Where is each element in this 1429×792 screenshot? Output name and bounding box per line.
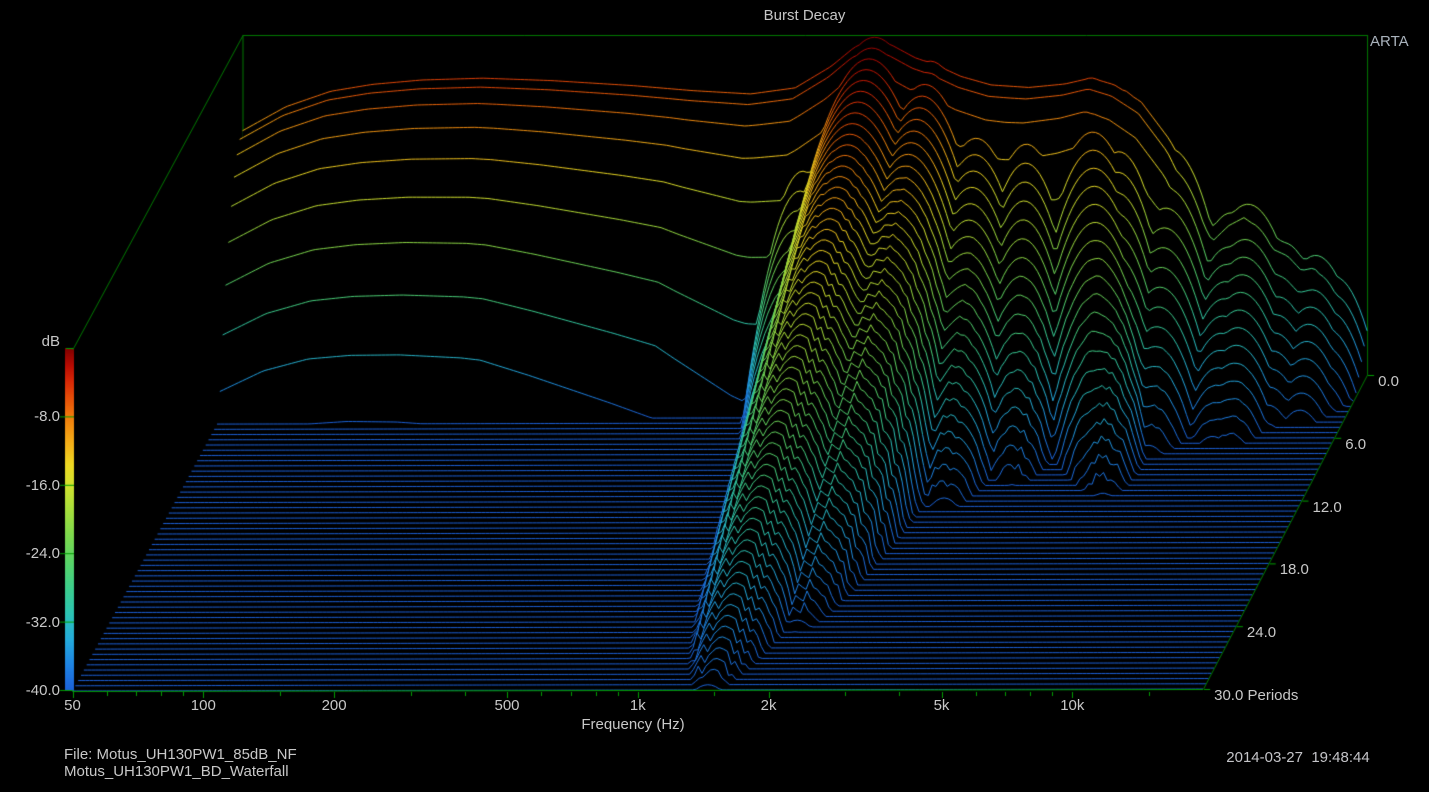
db-tick-label: -8.0 xyxy=(8,408,60,425)
page-title: Burst Decay xyxy=(242,8,1367,24)
db-tick-label: -32.0 xyxy=(8,614,60,631)
status-datetime: 2014-03-27 19:48:44 xyxy=(1168,750,1428,766)
colorbar-db-label: dB xyxy=(14,334,60,350)
freq-tick-label: 500 xyxy=(494,697,519,714)
period-tick-label: 30.0 Periods xyxy=(1214,687,1298,704)
db-tick-label: -40.0 xyxy=(8,682,60,699)
db-tick-label: -24.0 xyxy=(8,545,60,562)
x-axis-title: Frequency (Hz) xyxy=(433,717,833,733)
freq-tick-label: 1k xyxy=(630,697,646,714)
arta-burst-decay-window: Burst Decay ARTA dB Frequency (Hz) -8.0 -… xyxy=(0,0,1429,792)
freq-tick-label: 10k xyxy=(1060,697,1084,714)
db-tick-label: -16.0 xyxy=(8,477,60,494)
freq-tick-label: 200 xyxy=(322,697,347,714)
freq-tick-label: 100 xyxy=(191,697,216,714)
period-tick-label: 12.0 xyxy=(1312,499,1341,516)
freq-tick-label: 50 xyxy=(64,697,81,714)
period-tick-label: 0.0 xyxy=(1378,373,1399,390)
freq-tick-label: 5k xyxy=(934,697,950,714)
status-file-line: File: Motus_UH130PW1_85dB_NF xyxy=(64,747,297,763)
status-name-line: Motus_UH130PW1_BD_Waterfall xyxy=(64,764,289,780)
period-tick-label: 6.0 xyxy=(1345,436,1366,453)
freq-tick-label: 2k xyxy=(761,697,777,714)
period-tick-label: 24.0 xyxy=(1247,624,1276,641)
period-tick-label: 18.0 xyxy=(1280,561,1309,578)
arta-watermark: ARTA xyxy=(1370,32,1385,52)
waterfall-plot-canvas xyxy=(0,0,1429,792)
